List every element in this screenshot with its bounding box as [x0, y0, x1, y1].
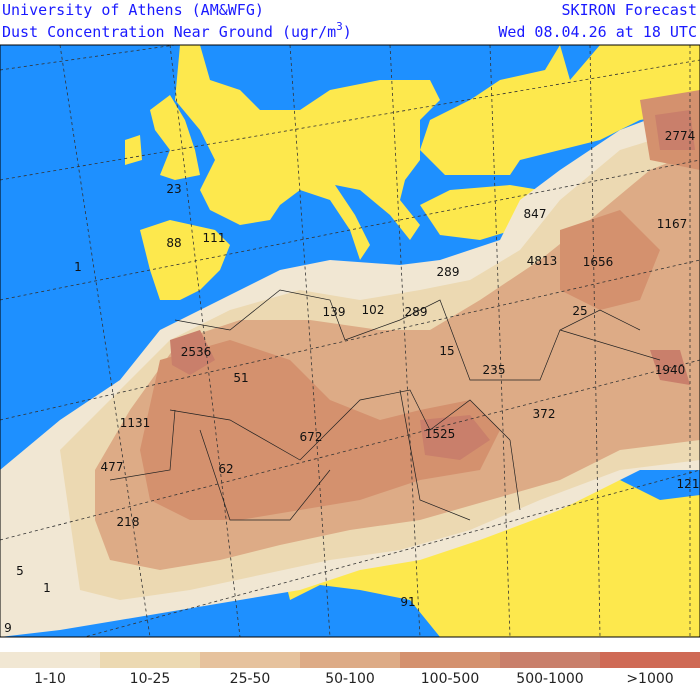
map [0, 44, 700, 638]
map-value-label: 9 [4, 621, 12, 635]
map-value-label: 1 [43, 581, 51, 595]
legend-swatch [0, 652, 100, 668]
europe-land [175, 45, 700, 260]
map-value-label: 847 [524, 207, 547, 221]
map-frame [0, 44, 700, 638]
map-value-label: 25 [572, 304, 587, 318]
map-value-label: 1525 [425, 427, 456, 441]
map-value-label: 672 [300, 430, 323, 444]
legend-label: 1-10 [34, 671, 66, 685]
legend-label: 500-1000 [516, 671, 583, 685]
legend-swatch [600, 652, 700, 668]
legend-swatch [200, 652, 300, 668]
title-right: SKIRON Forecast [562, 1, 697, 19]
uk-land [125, 95, 200, 180]
dust-100-500 [140, 90, 700, 520]
subtitle-text: Dust Concentration Near Ground (ugr/m [2, 23, 336, 41]
map-value-label: 218 [117, 515, 140, 529]
map-value-label: 1656 [583, 255, 614, 269]
map-value-label: 2774 [665, 129, 696, 143]
title-left: University of Athens (AM&WFG) [2, 1, 264, 19]
map-value-label: 111 [203, 231, 226, 245]
map-value-label: 2536 [181, 345, 212, 359]
legend-swatch [300, 652, 400, 668]
subtitle-close: ) [343, 23, 352, 41]
map-value-label: 102 [362, 303, 385, 317]
map-value-label: 62 [218, 462, 233, 476]
south-africa-land [280, 480, 700, 637]
map-value-label: 15 [439, 344, 454, 358]
legend-label: 50-100 [325, 671, 375, 685]
map-value-label: 51 [233, 371, 248, 385]
legend-swatch [500, 652, 600, 668]
map-value-label: 1131 [120, 416, 151, 430]
iberia-land [140, 220, 230, 300]
map-value-label: 372 [533, 407, 556, 421]
map-value-label: 88 [166, 236, 181, 250]
legend-label: >1000 [626, 671, 673, 685]
map-value-label: 139 [323, 305, 346, 319]
legend-swatch [100, 652, 200, 668]
map-value-label: 5 [16, 564, 24, 578]
subtitle-left: Dust Concentration Near Ground (ugr/m3) [2, 20, 352, 41]
map-value-label: 477 [101, 460, 124, 474]
map-value-label: 121 [677, 477, 700, 491]
map-value-label: 1940 [655, 363, 686, 377]
map-value-label: 235 [483, 363, 506, 377]
legend: 1-10 10-25 25-50 50-100 100-500 500-1000 >1000 [0, 652, 700, 685]
legend-label: 10-25 [130, 671, 171, 685]
map-value-label: 1 [74, 260, 82, 274]
legend-swatch [400, 652, 500, 668]
legend-label: 25-50 [230, 671, 271, 685]
map-value-label: 289 [405, 305, 428, 319]
unit-superscript: 3 [336, 20, 343, 33]
map-value-label: 23 [166, 182, 181, 196]
map-value-label: 1167 [657, 217, 688, 231]
map-value-label: 91 [400, 595, 415, 609]
map-value-label: 4813 [527, 254, 558, 268]
map-value-label: 289 [437, 265, 460, 279]
subtitle-right: Wed 08.04.26 at 18 UTC [498, 23, 697, 41]
legend-label: 100-500 [421, 671, 480, 685]
